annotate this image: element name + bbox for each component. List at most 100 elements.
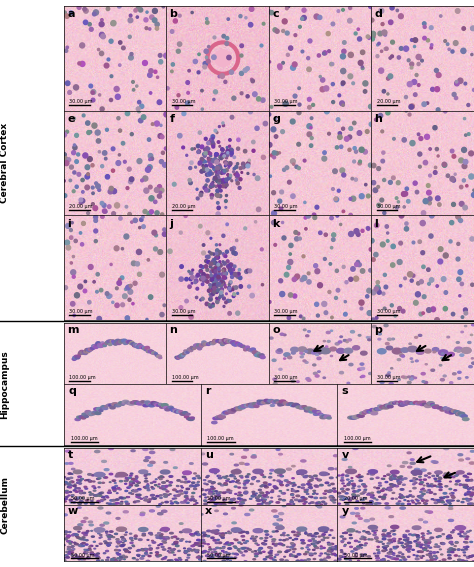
Circle shape bbox=[342, 104, 344, 107]
Text: 100.00 μm: 100.00 μm bbox=[208, 437, 234, 442]
Circle shape bbox=[324, 493, 326, 494]
Circle shape bbox=[398, 483, 401, 484]
Circle shape bbox=[93, 345, 97, 347]
Circle shape bbox=[184, 350, 187, 352]
Circle shape bbox=[224, 339, 229, 342]
Circle shape bbox=[104, 541, 107, 542]
Circle shape bbox=[198, 477, 201, 479]
Circle shape bbox=[255, 553, 258, 555]
Circle shape bbox=[235, 493, 237, 494]
Circle shape bbox=[252, 477, 254, 479]
Circle shape bbox=[290, 554, 292, 555]
Circle shape bbox=[137, 402, 141, 404]
Circle shape bbox=[346, 498, 350, 500]
Circle shape bbox=[444, 408, 450, 411]
Circle shape bbox=[218, 542, 222, 544]
Circle shape bbox=[71, 302, 75, 306]
Circle shape bbox=[386, 545, 389, 547]
Circle shape bbox=[208, 342, 211, 344]
Circle shape bbox=[137, 494, 141, 496]
Circle shape bbox=[289, 538, 292, 539]
Circle shape bbox=[158, 134, 163, 138]
Circle shape bbox=[376, 281, 380, 284]
Circle shape bbox=[327, 557, 330, 558]
Circle shape bbox=[443, 493, 447, 494]
Circle shape bbox=[469, 462, 474, 464]
Circle shape bbox=[234, 407, 238, 409]
Circle shape bbox=[196, 502, 198, 503]
Circle shape bbox=[137, 6, 140, 10]
Circle shape bbox=[228, 286, 231, 290]
Circle shape bbox=[427, 511, 433, 513]
Circle shape bbox=[379, 483, 381, 484]
Circle shape bbox=[225, 162, 227, 164]
Circle shape bbox=[109, 447, 113, 450]
Circle shape bbox=[210, 265, 212, 268]
Circle shape bbox=[257, 503, 261, 505]
Circle shape bbox=[176, 485, 179, 486]
Circle shape bbox=[242, 166, 245, 169]
Circle shape bbox=[466, 493, 470, 495]
Circle shape bbox=[87, 348, 92, 352]
Circle shape bbox=[69, 463, 73, 464]
Circle shape bbox=[208, 481, 212, 482]
Text: Hippocampus: Hippocampus bbox=[0, 350, 9, 418]
Circle shape bbox=[201, 90, 203, 92]
Circle shape bbox=[145, 473, 148, 475]
Circle shape bbox=[283, 403, 286, 404]
Circle shape bbox=[94, 528, 105, 532]
Circle shape bbox=[217, 176, 219, 179]
Circle shape bbox=[67, 535, 71, 537]
Circle shape bbox=[213, 179, 215, 180]
Circle shape bbox=[103, 345, 106, 346]
Circle shape bbox=[434, 166, 437, 168]
Circle shape bbox=[182, 353, 186, 354]
Circle shape bbox=[92, 486, 95, 487]
Circle shape bbox=[78, 62, 81, 65]
Circle shape bbox=[114, 246, 119, 251]
Circle shape bbox=[230, 248, 233, 251]
Circle shape bbox=[465, 548, 467, 549]
Circle shape bbox=[227, 56, 231, 60]
Circle shape bbox=[119, 481, 122, 482]
Circle shape bbox=[419, 551, 423, 552]
Circle shape bbox=[73, 171, 76, 174]
Circle shape bbox=[172, 537, 173, 538]
Circle shape bbox=[279, 454, 283, 455]
Circle shape bbox=[199, 558, 202, 560]
Circle shape bbox=[333, 499, 336, 501]
Circle shape bbox=[259, 548, 263, 549]
Circle shape bbox=[216, 283, 219, 285]
Circle shape bbox=[236, 408, 242, 411]
Circle shape bbox=[433, 126, 437, 130]
Circle shape bbox=[199, 269, 203, 273]
Circle shape bbox=[287, 265, 291, 269]
Circle shape bbox=[143, 61, 147, 65]
Circle shape bbox=[449, 538, 452, 539]
Circle shape bbox=[473, 561, 474, 562]
Circle shape bbox=[331, 22, 335, 26]
Circle shape bbox=[357, 263, 361, 266]
Circle shape bbox=[330, 499, 334, 501]
Circle shape bbox=[196, 557, 200, 558]
Circle shape bbox=[112, 488, 116, 489]
Circle shape bbox=[161, 527, 169, 531]
Circle shape bbox=[162, 5, 164, 8]
Circle shape bbox=[234, 486, 237, 487]
Circle shape bbox=[268, 10, 271, 13]
Circle shape bbox=[83, 20, 88, 24]
Circle shape bbox=[214, 259, 216, 260]
Circle shape bbox=[252, 455, 256, 456]
Circle shape bbox=[207, 189, 210, 192]
Circle shape bbox=[206, 280, 209, 284]
Circle shape bbox=[380, 198, 383, 202]
Circle shape bbox=[300, 406, 306, 409]
Circle shape bbox=[180, 265, 183, 268]
Circle shape bbox=[374, 252, 378, 257]
Circle shape bbox=[227, 542, 228, 543]
Circle shape bbox=[127, 403, 130, 404]
Circle shape bbox=[241, 162, 245, 166]
Circle shape bbox=[391, 55, 393, 58]
Circle shape bbox=[259, 552, 262, 553]
Circle shape bbox=[307, 493, 309, 494]
